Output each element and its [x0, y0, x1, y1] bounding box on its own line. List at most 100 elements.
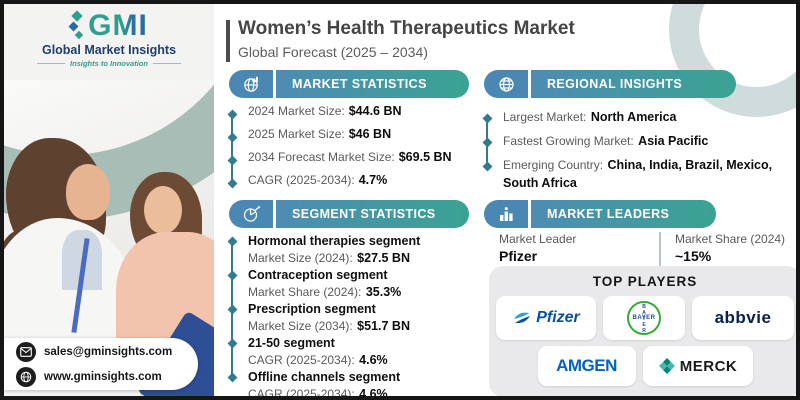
segment-value: $51.7 BN [357, 319, 410, 333]
market-leaders-header: MARKET LEADERS [484, 200, 716, 228]
segment-label: Market Size (2034): [248, 319, 353, 333]
merck-logo-card: MERCK [642, 346, 753, 386]
page-title: Women’s Health Therapeutics Market [238, 18, 575, 39]
contact-email: sales@gminsights.com [44, 345, 173, 358]
website-globe-icon [16, 366, 36, 387]
bayer-cross-icon: BAYER BAYER [627, 301, 661, 335]
market-leader-col: Market Leader Pfizer [499, 232, 659, 268]
market-share-col: Market Share (2024) ~15% [675, 232, 785, 268]
stat-value: $46 BN [348, 127, 392, 141]
title-accent-bar [226, 20, 230, 62]
pfizer-swoosh-icon [514, 312, 531, 324]
market-leaders-heading: MARKET LEADERS [531, 200, 716, 228]
top-players-title: TOP PLAYERS [592, 274, 698, 289]
segment-statistics-header: SEGMENT STATISTICS [229, 200, 469, 228]
segment-value: 4.6% [359, 387, 388, 400]
brand-logo: GMI Global Market Insights Insights to I… [4, 4, 214, 80]
regional-label: Emerging Country: [503, 158, 604, 172]
market-leader-value: Pfizer [499, 248, 538, 264]
stat-item: 2025 Market Size: $46 BN [229, 127, 479, 150]
stat-label: 2034 Forecast Market Size: [248, 150, 395, 164]
market-statistics-list: 2024 Market Size: $44.6 BN 2025 Market S… [229, 104, 479, 196]
regional-item: Fastest Growing Market: Asia Pacific [484, 132, 796, 156]
regional-insights-header: REGIONAL INSIGHTS [484, 70, 736, 98]
market-leader-label: Market Leader [499, 232, 577, 246]
regional-value: North America [590, 110, 677, 124]
stat-item: 2034 Forecast Market Size: $69.5 BN [229, 150, 479, 173]
segment-title: 21-50 segment [248, 336, 335, 350]
segment-value: 35.3% [365, 285, 402, 299]
abbvie-logo-card: abbvie [692, 296, 794, 340]
market-share-label: Market Share (2024) [675, 232, 786, 246]
segment-statistics-list: Hormonal therapies segment Market Size (… [229, 233, 479, 400]
logo-text: GMI [88, 9, 148, 42]
regional-value: Asia Pacific [638, 134, 709, 148]
segment-item: Prescription segment Market Size (2034):… [229, 301, 479, 335]
segment-value: 4.6% [359, 353, 388, 367]
stat-label: CAGR (2025-2034): [248, 173, 355, 187]
top-players-box: TOP PLAYERS Pfizer BAYER BAYER abbvie [489, 266, 796, 396]
abbvie-wordmark: abbvie [714, 308, 772, 327]
decor-ring-top-right [669, 4, 796, 117]
stat-item: CAGR (2025-2034): 4.7% [229, 173, 479, 196]
stat-value: $44.6 BN [348, 104, 402, 118]
contact-email-row[interactable]: sales@gminsights.com [16, 341, 198, 362]
segment-statistics-heading: SEGMENT STATISTICS [276, 200, 469, 228]
podium-icon [484, 200, 528, 228]
leaders-divider [659, 232, 661, 268]
top-players-footnote: Top Players Collective Market Share in 2… [489, 395, 796, 396]
segment-label: CAGR (2025-2034): [248, 353, 355, 367]
regional-insights-heading: REGIONAL INSIGHTS [531, 70, 736, 98]
page-subtitle: Global Forecast (2025 – 2034) [238, 44, 428, 60]
market-leaders-info: Market Leader Pfizer Market Share (2024)… [499, 232, 796, 268]
contact-website-row[interactable]: www.gminsights.com [16, 366, 198, 387]
merck-pinwheel-icon [658, 358, 675, 374]
pfizer-logo-card: Pfizer [496, 296, 596, 340]
pie-analysis-icon [229, 200, 273, 228]
stat-label: 2025 Market Size: [248, 127, 345, 141]
stat-value: 4.7% [358, 173, 388, 187]
regional-insights-list: Largest Market: North America Fastest Gr… [484, 108, 796, 192]
segment-item: Contraception segment Market Share (2024… [229, 267, 479, 301]
email-icon [16, 341, 36, 362]
globe-icon [484, 70, 528, 98]
segment-title: Offline channels segment [248, 370, 401, 384]
market-statistics-heading: MARKET STATISTICS [276, 70, 469, 98]
segment-value: $27.5 BN [357, 251, 410, 265]
photo-doctor-face [66, 164, 110, 220]
title-block: Women’s Health Therapeutics Market Globa… [226, 18, 575, 62]
photo-patient-face [144, 186, 182, 234]
segment-title: Hormonal therapies segment [248, 234, 421, 248]
market-share-value: ~15% [675, 248, 712, 264]
amgen-logo-card: AMGEN [537, 346, 636, 386]
segment-label: Market Size (2024): [248, 251, 353, 265]
stat-value: $69.5 BN [398, 150, 452, 164]
logo-company-name: Global Market Insights [41, 43, 177, 57]
globe-chart-icon [229, 70, 273, 98]
segment-item: Offline channels segment CAGR (2025-2034… [229, 369, 479, 400]
stat-item: 2024 Market Size: $44.6 BN [229, 104, 479, 127]
regional-item: Emerging Country: China, India, Brazil, … [484, 156, 796, 192]
regional-value: China, India, Brazil, Mexico, South Afri… [503, 158, 773, 190]
segment-title: Contraception segment [248, 268, 388, 282]
segment-item: Hormonal therapies segment Market Size (… [229, 233, 479, 267]
segment-item: 21-50 segment CAGR (2025-2034): 4.6% [229, 335, 479, 369]
bayer-logo-card: BAYER BAYER [603, 296, 685, 340]
segment-title: Prescription segment [248, 302, 376, 316]
contact-website: www.gminsights.com [44, 370, 162, 383]
segment-label: Market Share (2024): [248, 285, 362, 299]
logo-diamonds-icon [68, 10, 84, 41]
stat-label: 2024 Market Size: [248, 104, 345, 118]
amgen-wordmark: AMGEN [556, 356, 617, 375]
left-column: GMI Global Market Insights Insights to I… [4, 4, 214, 396]
pfizer-wordmark: Pfizer [536, 309, 580, 326]
merck-wordmark: MERCK [679, 357, 738, 375]
segment-label: CAGR (2025-2034): [248, 387, 355, 400]
market-statistics-header: MARKET STATISTICS [229, 70, 469, 98]
regional-label: Largest Market: [503, 110, 587, 124]
contact-card: sales@gminsights.com www.gminsights.com [4, 338, 198, 390]
regional-item: Largest Market: North America [484, 108, 796, 132]
logo-tagline: Insights to Innovation [4, 59, 214, 68]
regional-label: Fastest Growing Market: [503, 134, 634, 148]
